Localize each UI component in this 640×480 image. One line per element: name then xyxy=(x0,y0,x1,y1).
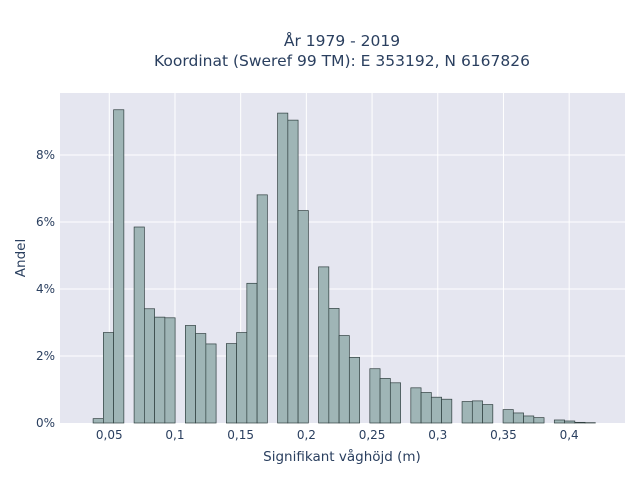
x-axis-title: Signifikant våghöjd (m) xyxy=(263,448,421,465)
histogram-bar xyxy=(441,398,453,424)
histogram-bar xyxy=(164,317,176,424)
histogram-bar xyxy=(277,112,289,424)
histogram-bar xyxy=(574,421,586,424)
y-tick-label: 8% xyxy=(36,148,55,162)
x-tick-label: 0,1 xyxy=(165,428,184,442)
histogram-bar xyxy=(410,387,422,424)
histogram-bar xyxy=(297,210,309,424)
histogram-bar xyxy=(461,401,473,424)
x-axis-ticks: 0,05 0,1 0,15 0,2 0,25 0,3 0,35 0,4 xyxy=(96,428,579,442)
histogram-bars xyxy=(92,109,596,424)
histogram-bar xyxy=(225,343,237,424)
y-tick-label: 6% xyxy=(36,215,55,229)
y-axis-title: Andel xyxy=(13,239,29,277)
y-axis-ticks: 0% 2% 4% 6% 8% xyxy=(36,148,55,430)
histogram-bar xyxy=(92,418,104,424)
x-tick-label: 0,25 xyxy=(359,428,386,442)
histogram-bar xyxy=(523,415,535,424)
x-tick-label: 0,2 xyxy=(297,428,316,442)
x-tick-label: 0,4 xyxy=(560,428,579,442)
histogram-bar xyxy=(471,400,483,424)
histogram-bar xyxy=(195,333,207,424)
histogram-bar xyxy=(103,332,114,424)
histogram-bar xyxy=(236,332,248,424)
histogram-bar xyxy=(420,392,432,424)
histogram-bar xyxy=(256,194,268,424)
chart-title-line-1: År 1979 - 2019 xyxy=(284,31,400,50)
histogram-bar xyxy=(328,308,340,424)
histogram-bar xyxy=(205,343,217,424)
histogram-bar xyxy=(246,282,258,424)
histogram-bar xyxy=(154,316,166,424)
histogram-bar xyxy=(389,382,401,424)
histogram-bar xyxy=(430,396,442,424)
histogram-bar xyxy=(318,266,330,424)
histogram-bar xyxy=(379,378,391,424)
histogram-bar xyxy=(348,356,360,424)
histogram-bar xyxy=(338,335,350,424)
x-tick-label: 0,05 xyxy=(96,428,123,442)
histogram-bar xyxy=(564,420,576,424)
histogram-bar xyxy=(512,412,524,424)
histogram-bar xyxy=(185,325,196,424)
histogram-bar xyxy=(133,226,145,424)
y-tick-label: 4% xyxy=(36,282,55,296)
histogram-bar xyxy=(553,419,565,424)
x-tick-label: 0,35 xyxy=(490,428,517,442)
histogram-bar xyxy=(144,308,155,424)
y-tick-label: 0% xyxy=(36,416,55,430)
histogram-bar xyxy=(502,409,514,424)
histogram-bar xyxy=(369,368,381,424)
x-tick-label: 0,15 xyxy=(227,428,254,442)
histogram-bar xyxy=(533,417,545,424)
chart-title-line-2: Koordinat (Sweref 99 TM): E 353192, N 61… xyxy=(154,52,530,70)
histogram-bar xyxy=(482,404,494,424)
y-tick-label: 2% xyxy=(36,349,55,363)
histogram-bar xyxy=(113,109,125,424)
histogram-bar xyxy=(287,119,299,424)
x-tick-label: 0,3 xyxy=(428,428,447,442)
